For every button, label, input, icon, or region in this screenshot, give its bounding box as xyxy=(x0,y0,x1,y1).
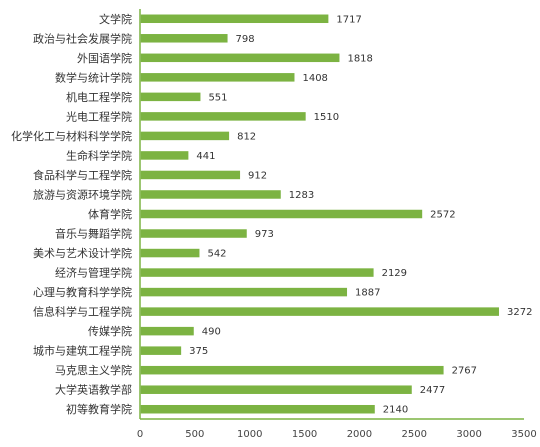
data-label: 3272 xyxy=(507,307,532,318)
category-label: 光电工程学院 xyxy=(66,109,132,123)
bar xyxy=(140,14,329,24)
bar xyxy=(140,346,182,355)
bar xyxy=(140,248,200,258)
x-tick-label: 3500 xyxy=(511,429,536,440)
category-label: 数学与统计学院 xyxy=(55,70,132,84)
x-tick-label: 2500 xyxy=(402,429,427,440)
bar xyxy=(140,73,295,82)
bar xyxy=(140,34,228,43)
bar xyxy=(140,112,306,121)
data-label: 2572 xyxy=(430,210,455,221)
category-label: 体育学院 xyxy=(88,207,132,221)
bar xyxy=(140,365,444,375)
data-label: 490 xyxy=(202,327,221,338)
category-label: 传媒学院 xyxy=(88,324,132,338)
bar xyxy=(140,53,340,63)
bar xyxy=(140,151,189,160)
category-label: 大学英语教学部 xyxy=(55,383,132,397)
category-label: 马克思主义学院 xyxy=(55,363,132,377)
data-label: 2477 xyxy=(420,385,445,396)
bar xyxy=(140,404,375,414)
bar xyxy=(140,385,412,394)
x-tick-label: 500 xyxy=(185,429,204,440)
category-label: 文学院 xyxy=(99,12,132,26)
data-label: 798 xyxy=(236,34,255,45)
data-label: 2129 xyxy=(382,268,407,279)
category-label: 外国语学院 xyxy=(77,51,132,65)
category-label: 美术与艺术设计学院 xyxy=(33,246,132,260)
data-label: 912 xyxy=(248,170,267,181)
data-label: 2140 xyxy=(383,405,408,416)
x-tick-label: 1500 xyxy=(292,429,317,440)
bar xyxy=(140,131,230,141)
category-label: 生命科学学院 xyxy=(66,148,132,162)
category-label: 城市与建筑工程学院 xyxy=(33,344,132,358)
data-label: 2767 xyxy=(452,366,477,377)
data-label: 441 xyxy=(196,151,215,162)
bar xyxy=(140,92,201,102)
bar xyxy=(140,287,348,297)
x-tick-label: 3000 xyxy=(456,429,481,440)
category-label: 信息科学与工程学院 xyxy=(33,305,132,319)
data-label: 551 xyxy=(208,92,227,103)
category-label: 食品科学与工程学院 xyxy=(33,168,132,182)
category-label: 初等教育学院 xyxy=(66,402,132,416)
bar xyxy=(140,268,374,277)
bar xyxy=(140,326,194,336)
bar xyxy=(140,307,499,316)
data-label: 973 xyxy=(255,229,274,240)
category-label: 旅游与资源环境学院 xyxy=(33,187,132,201)
x-tick-label: 0 xyxy=(137,429,143,440)
data-label: 812 xyxy=(237,131,256,142)
data-label: 1510 xyxy=(314,112,339,123)
data-label: 375 xyxy=(189,346,208,357)
data-label: 1283 xyxy=(289,190,314,201)
bar xyxy=(140,229,247,238)
bar xyxy=(140,190,281,199)
bar xyxy=(140,209,423,219)
data-label: 1717 xyxy=(336,14,361,25)
category-label: 音乐与舞蹈学院 xyxy=(55,227,132,241)
data-label: 1818 xyxy=(347,53,372,64)
category-label: 经济与管理学院 xyxy=(55,266,132,280)
x-tick-label: 2000 xyxy=(347,429,372,440)
category-label: 心理与教育科学学院 xyxy=(33,285,132,299)
bar xyxy=(140,170,241,180)
data-label: 1887 xyxy=(355,288,380,299)
category-label: 机电工程学院 xyxy=(66,90,132,104)
category-label: 化学化工与材料科学学院 xyxy=(11,129,132,143)
data-label: 1408 xyxy=(302,73,327,84)
x-tick-label: 1000 xyxy=(237,429,262,440)
category-label: 政治与社会发展学院 xyxy=(33,31,132,45)
data-label: 542 xyxy=(207,249,226,260)
